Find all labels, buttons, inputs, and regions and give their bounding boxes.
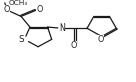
Text: S: S [18, 35, 24, 44]
Text: O: O [4, 5, 10, 14]
Text: H: H [59, 23, 65, 29]
Text: O: O [71, 41, 77, 50]
Text: O: O [97, 35, 103, 44]
Text: OCH₃: OCH₃ [9, 0, 28, 6]
Text: O: O [36, 5, 43, 14]
Text: N: N [59, 24, 65, 33]
